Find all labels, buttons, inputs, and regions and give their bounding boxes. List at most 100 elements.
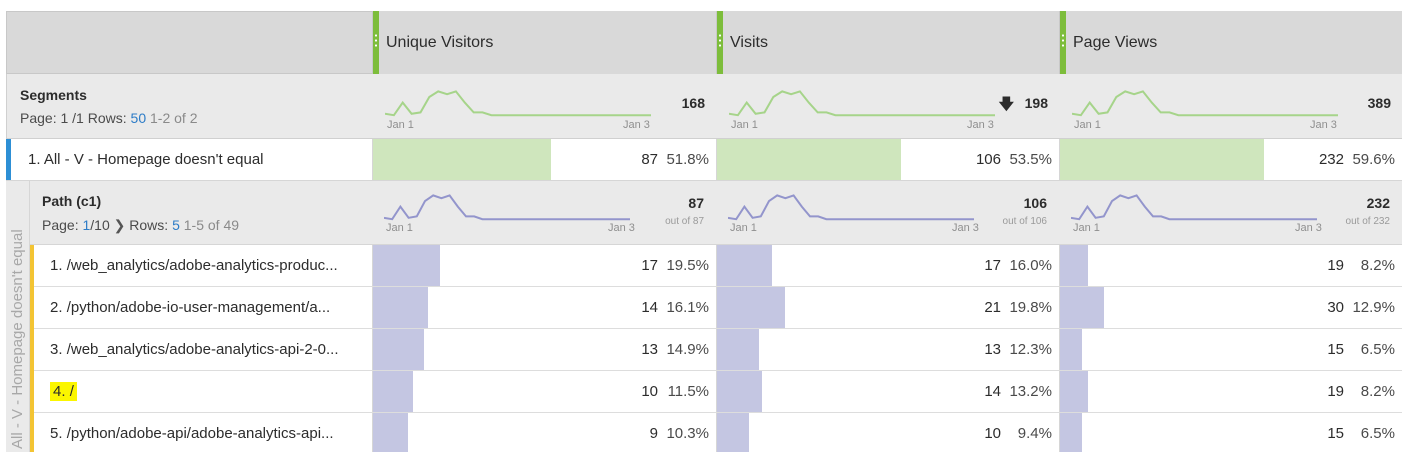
metric-value: 13 (641, 341, 658, 358)
table-row[interactable]: 1. /web_analytics/adobe-analytics-produc… (34, 245, 1402, 287)
column-header-page-views[interactable]: Page Views (1059, 11, 1402, 74)
row-label[interactable]: 3. /web_analytics/adobe-analytics-api-2-… (50, 341, 339, 358)
metric-value: 87 (641, 151, 658, 168)
rows-range: 1-5 of 49 (183, 217, 240, 233)
metric-value: 19 (1327, 383, 1344, 400)
metric-cell-unique-visitors[interactable]: 13 14.9% (372, 329, 716, 370)
metric-value: 14 (984, 383, 1001, 400)
rows-range: 1-2 of 2 (150, 110, 198, 126)
metric-bar (717, 413, 749, 452)
metric-value: 21 (984, 299, 1001, 316)
metric-cell-unique-visitors[interactable]: 17 19.5% (372, 245, 716, 286)
metric-cell-visits[interactable]: 14 13.2% (716, 371, 1059, 412)
metric-cell-page-views[interactable]: 19 8.2% (1059, 245, 1402, 286)
segments-title: Segments (20, 87, 87, 103)
metric-bar (373, 245, 440, 286)
column-header-unique-visitors[interactable]: Unique Visitors (372, 11, 716, 74)
page-value: 1 /1 (60, 110, 84, 126)
metric-cell-page-views[interactable]: 30 12.9% (1059, 287, 1402, 328)
row-label-text: 2. /python/adobe-io-user-management/a... (50, 299, 330, 316)
chevron-right-icon[interactable]: ❯ (113, 217, 126, 233)
segments-pageviews-summary: Jan 1 Jan 3 389 (1060, 74, 1403, 138)
metric-bar (1060, 413, 1082, 452)
row-dimension-value: /web_analytics/adobe-analytics-produc... (66, 257, 338, 274)
sparkline-end-label: Jan 3 (967, 119, 994, 131)
page-current-input[interactable]: 1 (82, 217, 91, 233)
metric-value: 15 (1327, 341, 1344, 358)
metric-cell-page-views[interactable]: 15 6.5% (1059, 413, 1402, 452)
metric-cell-unique-visitors[interactable]: 10 11.5% (372, 371, 716, 412)
metric-bar (717, 287, 785, 328)
metric-cell-visits[interactable]: 17 16.0% (716, 245, 1059, 286)
metric-percent: 6.5% (1360, 425, 1395, 442)
segments-visits-summary: Jan 1 Jan 3 🡇 198 (717, 74, 1060, 138)
metric-cell-visits[interactable]: 21 19.8% (716, 287, 1059, 328)
metric-percent: 8.2% (1360, 257, 1395, 274)
metric-value: 13 (984, 341, 1001, 358)
sparkline-start-label: Jan 1 (386, 222, 413, 234)
metric-cell-unique-visitors[interactable]: 87 51.8% (372, 139, 716, 180)
sparkline-end-label: Jan 3 (952, 222, 979, 234)
column-drag-handle[interactable] (717, 11, 723, 74)
rows-per-page-select[interactable]: 50 (130, 110, 147, 126)
column-total: 106 (1023, 195, 1047, 211)
path-pagination: Page: 1/10 ❯ Rows: 5 1-5 of 49 (42, 217, 239, 234)
table-row[interactable]: 2. /python/adobe-io-user-management/a...… (34, 287, 1402, 329)
metric-value: 10 (641, 383, 658, 400)
table-row[interactable]: 4. / 10 11.5% 14 13.2% 19 8.2% (34, 371, 1402, 413)
metric-cell-unique-visitors[interactable]: 9 10.3% (372, 413, 716, 452)
column-drag-handle[interactable] (1060, 11, 1066, 74)
metric-value: 106 (975, 151, 1001, 168)
metric-percent: 14.9% (666, 341, 709, 358)
arrow-down-icon[interactable]: 🡇 (998, 96, 1014, 113)
metric-value: 17 (984, 257, 1001, 274)
row-label[interactable]: 5. /python/adobe-api/adobe-analytics-api… (50, 425, 334, 442)
metric-bar (1060, 329, 1082, 370)
row-dimension-value: / (69, 383, 74, 400)
row-number: 3. (50, 341, 63, 358)
sparkline-chart (385, 90, 651, 117)
metric-cell-unique-visitors[interactable]: 14 16.1% (372, 287, 716, 328)
metric-cell-visits[interactable]: 13 12.3% (716, 329, 1059, 370)
row-dimension-value: /web_analytics/adobe-analytics-api-2-0..… (66, 341, 339, 358)
row-label[interactable]: 1. /web_analytics/adobe-analytics-produc… (50, 257, 338, 274)
segment-row[interactable]: 1. All - V - Homepage doesn't equal 87 5… (6, 139, 1402, 181)
path-visits-summary: Jan 1 Jan 3 106 out of 106 (716, 181, 1059, 244)
segments-uv-summary: Jan 1 Jan 3 168 (373, 74, 717, 138)
column-drag-handle[interactable] (373, 11, 379, 74)
metric-bar (1060, 139, 1264, 180)
metric-percent: 16.0% (1009, 257, 1052, 274)
row-label[interactable]: 2. /python/adobe-io-user-management/a... (50, 299, 330, 316)
sparkline-end-label: Jan 3 (1295, 222, 1322, 234)
row-label[interactable]: 4. / (50, 382, 77, 401)
metric-cell-visits[interactable]: 10 9.4% (716, 413, 1059, 452)
row-dimension-value: /python/adobe-api/adobe-analytics-api... (66, 425, 334, 442)
path-pageviews-summary: Jan 1 Jan 3 232 out of 232 (1059, 181, 1402, 244)
column-total: 198 (1024, 95, 1048, 111)
metric-cell-page-views[interactable]: 232 59.6% (1059, 139, 1402, 180)
metric-bar (717, 245, 772, 286)
rows-label: Rows: (87, 110, 127, 126)
metric-cell-page-views[interactable]: 19 8.2% (1059, 371, 1402, 412)
segment-row-label: 1. All - V - Homepage doesn't equal (28, 151, 264, 168)
path-uv-summary: Jan 1 Jan 3 87 out of 87 (372, 181, 716, 244)
metric-bar (373, 329, 424, 370)
rows-per-page-select[interactable]: 5 (172, 217, 180, 233)
table-row[interactable]: 5. /python/adobe-api/adobe-analytics-api… (34, 413, 1402, 452)
page-label: Page: (42, 217, 79, 233)
breakdown-side-strip: All - V - Homepage doesn't equal (6, 181, 30, 452)
metric-cell-visits[interactable]: 106 53.5% (716, 139, 1059, 180)
page-total: /10 (90, 217, 110, 233)
table-row[interactable]: 3. /web_analytics/adobe-analytics-api-2-… (34, 329, 1402, 371)
column-header-label: Visits (730, 34, 768, 51)
path-breakdown-header: Path (c1) Page: 1/10 ❯ Rows: 5 1-5 of 49… (30, 181, 1402, 245)
segment-accent (6, 139, 11, 180)
metric-bar (717, 329, 759, 370)
row-label-text: 4. / (50, 382, 77, 401)
column-header-visits[interactable]: Visits (716, 11, 1059, 74)
sparkline-start-label: Jan 1 (730, 222, 757, 234)
metric-percent: 16.1% (666, 299, 709, 316)
metric-percent: 19.8% (1009, 299, 1052, 316)
metric-bar (717, 139, 901, 180)
metric-cell-page-views[interactable]: 15 6.5% (1059, 329, 1402, 370)
